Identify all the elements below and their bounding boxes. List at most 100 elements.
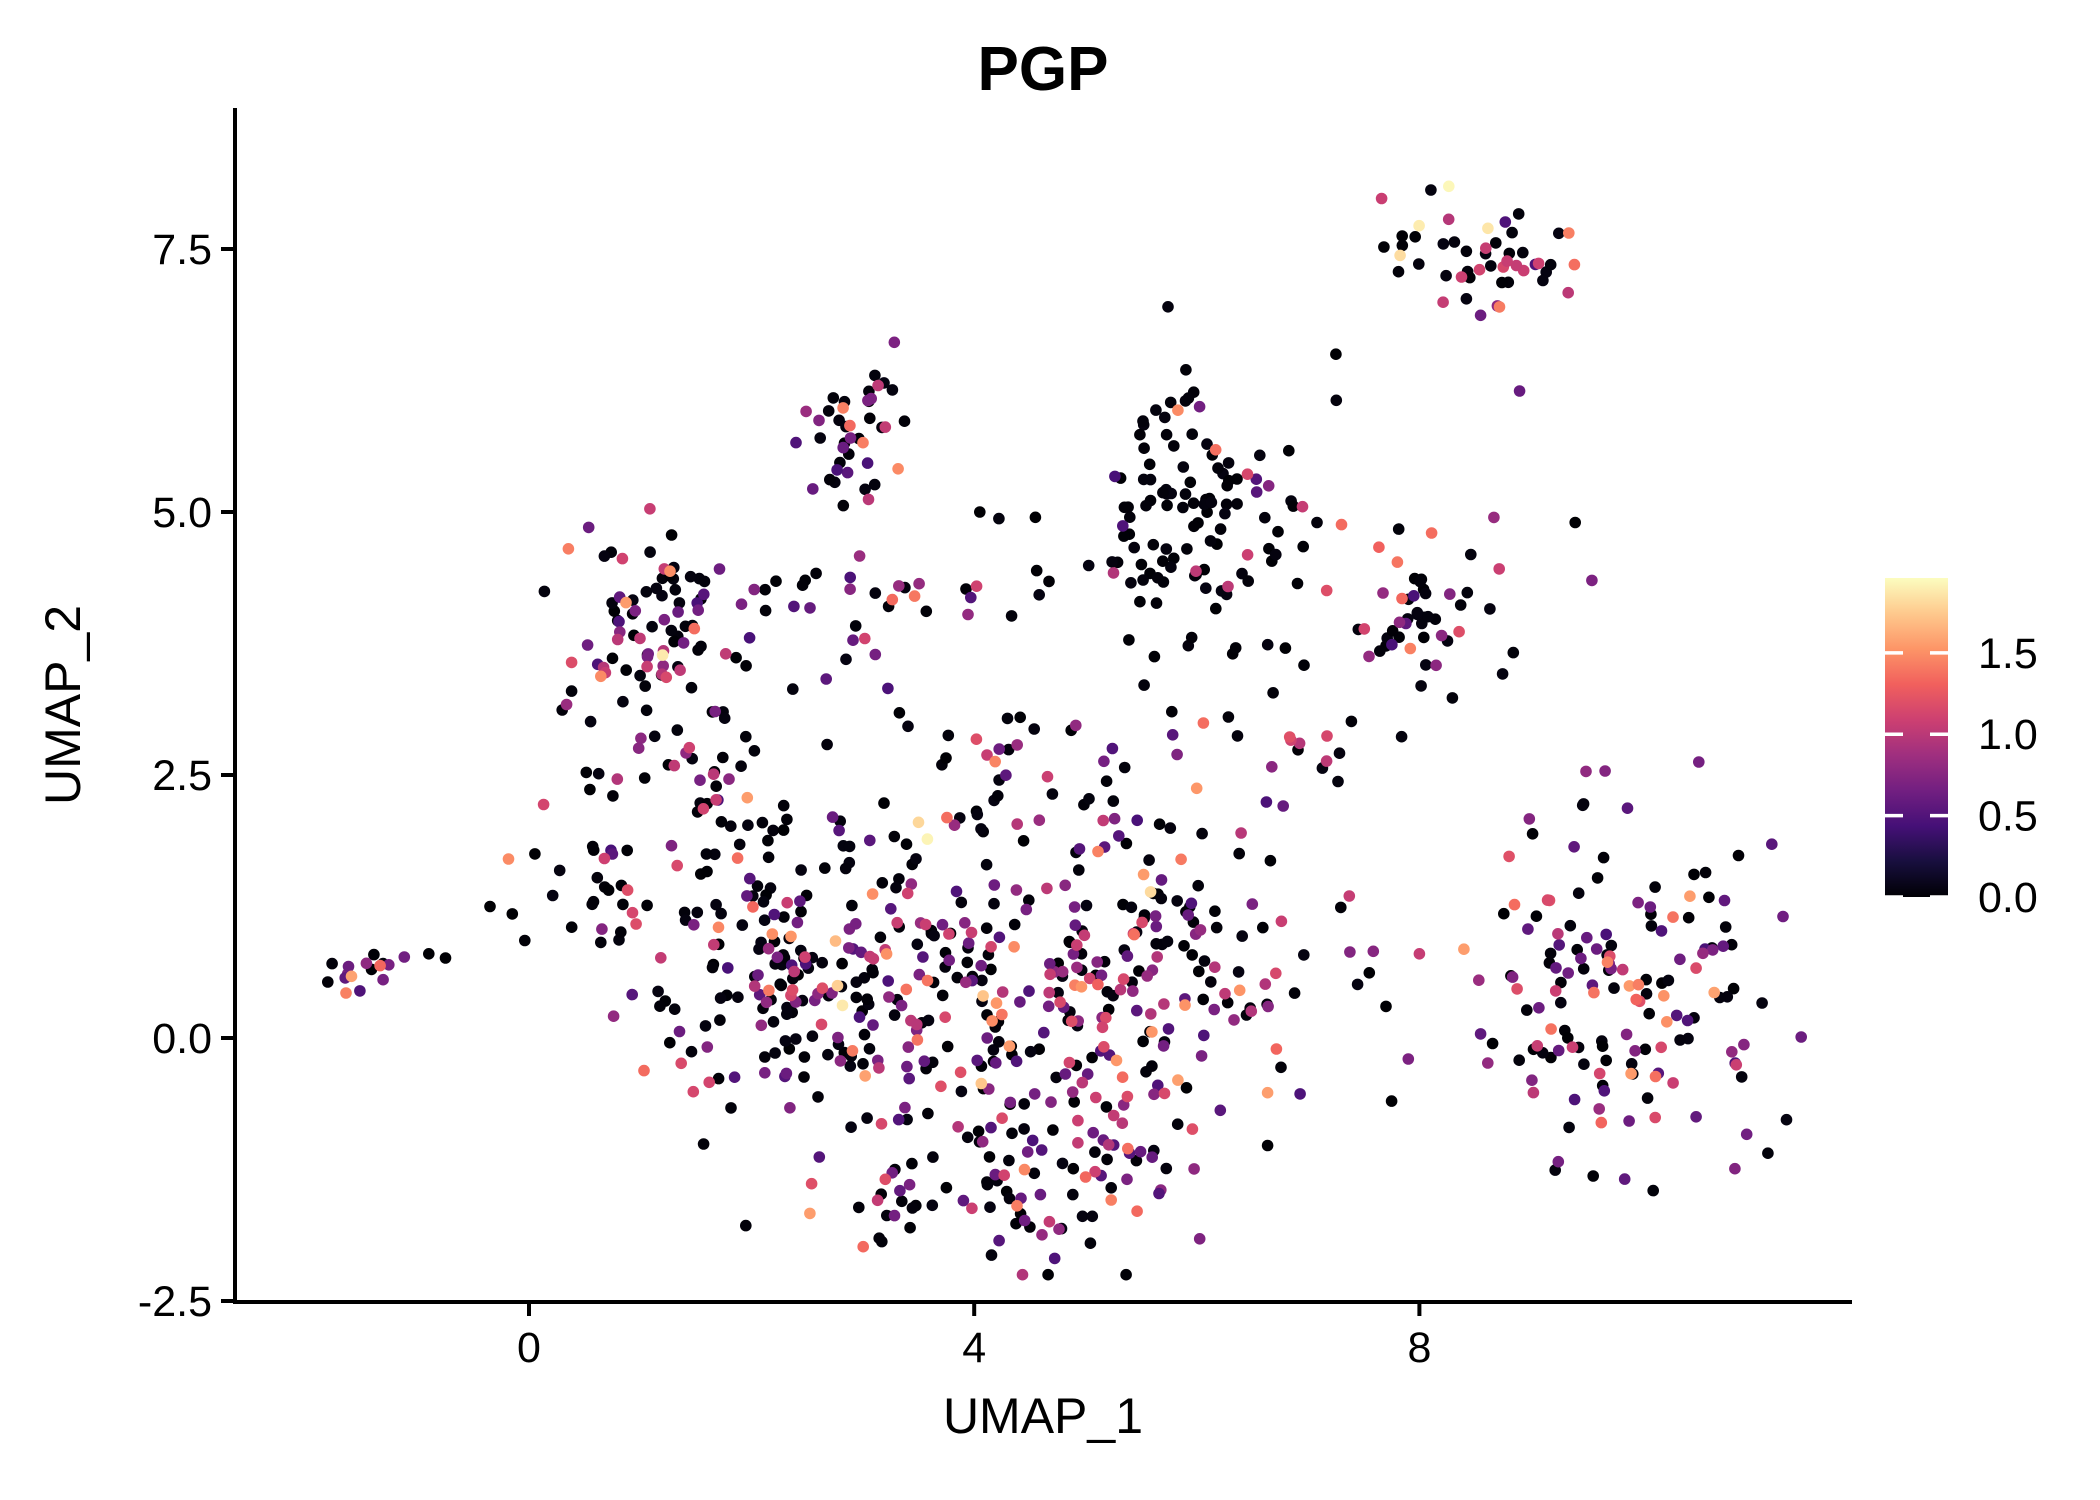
data-point	[1016, 1268, 1029, 1281]
data-point	[1241, 468, 1254, 481]
data-point	[733, 838, 746, 851]
data-point	[1106, 556, 1118, 568]
data-point	[1377, 587, 1389, 599]
data-point	[900, 983, 913, 996]
data-point	[1161, 499, 1173, 512]
data-point	[1003, 1154, 1015, 1167]
data-point	[816, 956, 828, 969]
data-point	[741, 791, 754, 804]
data-point	[908, 590, 921, 602]
data-point	[1038, 1026, 1050, 1039]
data-point	[867, 1019, 879, 1031]
data-point	[1600, 1054, 1612, 1067]
data-point	[894, 1184, 906, 1197]
data-point	[989, 755, 1001, 768]
data-point	[970, 580, 983, 592]
data-point	[1219, 507, 1231, 520]
data-point	[1153, 1187, 1165, 1200]
data-point	[722, 962, 734, 974]
data-point	[903, 1072, 915, 1085]
data-point	[626, 906, 639, 919]
data-point	[1137, 868, 1150, 881]
data-point	[656, 649, 669, 661]
data-point	[1488, 511, 1500, 524]
data-point	[820, 673, 832, 685]
data-point	[1155, 892, 1168, 905]
data-point	[1259, 511, 1271, 524]
data-point	[1655, 925, 1668, 937]
data-point	[713, 563, 726, 575]
data-point	[1091, 956, 1103, 968]
data-point	[1404, 642, 1417, 655]
data-point	[1311, 516, 1323, 529]
data-point	[740, 730, 752, 743]
data-point	[766, 928, 779, 940]
data-point	[1121, 1173, 1133, 1186]
data-point	[862, 493, 875, 506]
data-point	[1076, 1076, 1089, 1089]
data-point	[1392, 523, 1405, 535]
data-point	[1414, 575, 1426, 588]
data-point	[913, 577, 925, 590]
data-point	[697, 1138, 710, 1150]
data-point	[1708, 986, 1720, 999]
data-point	[638, 1064, 650, 1077]
data-point	[902, 1041, 915, 1053]
data-point	[1214, 523, 1227, 535]
data-point	[741, 890, 753, 902]
data-point	[1330, 394, 1343, 407]
data-point	[812, 1091, 824, 1103]
data-point	[519, 934, 531, 947]
data-point	[1396, 592, 1408, 605]
data-point	[993, 1234, 1005, 1247]
data-point	[1145, 1008, 1157, 1020]
data-point	[993, 743, 1005, 755]
data-point	[1552, 1155, 1565, 1168]
data-point	[1138, 442, 1150, 455]
data-point	[948, 819, 961, 831]
data-point	[1128, 541, 1140, 554]
data-point	[975, 959, 987, 972]
data-point	[1440, 269, 1452, 282]
data-point	[735, 598, 748, 610]
data-point	[868, 478, 881, 491]
data-point	[1045, 1096, 1057, 1108]
data-point	[748, 745, 761, 757]
data-point	[725, 820, 737, 832]
data-point	[917, 951, 929, 963]
data-point	[902, 720, 914, 733]
data-point	[954, 1066, 967, 1079]
data-point	[621, 844, 633, 857]
data-point	[1024, 1045, 1037, 1058]
data-point	[606, 652, 619, 665]
data-point	[857, 436, 869, 449]
data-point	[1283, 444, 1295, 457]
data-point	[1018, 1098, 1030, 1110]
data-point	[940, 752, 952, 764]
data-point	[1593, 1103, 1605, 1115]
data-point	[940, 1181, 953, 1194]
data-point	[1162, 301, 1174, 313]
data-point	[712, 921, 725, 934]
data-point	[886, 384, 899, 396]
data-point	[1030, 564, 1043, 577]
data-point	[1625, 1058, 1638, 1070]
data-point	[562, 543, 575, 555]
data-point	[895, 999, 908, 1012]
data-point	[714, 992, 727, 1004]
data-point	[1157, 486, 1169, 499]
data-point	[1210, 921, 1223, 934]
data-point	[1719, 921, 1732, 933]
data-point	[1649, 881, 1661, 893]
data-point	[1050, 1071, 1062, 1084]
data-point	[1080, 899, 1093, 912]
data-point	[1190, 565, 1202, 577]
data-point	[1527, 1086, 1540, 1099]
data-point	[1795, 1031, 1807, 1043]
data-point	[800, 405, 812, 418]
data-point	[322, 976, 334, 988]
data-point	[1105, 1182, 1117, 1194]
data-point	[981, 749, 993, 761]
data-point	[1075, 948, 1088, 960]
data-point	[1726, 1046, 1738, 1058]
